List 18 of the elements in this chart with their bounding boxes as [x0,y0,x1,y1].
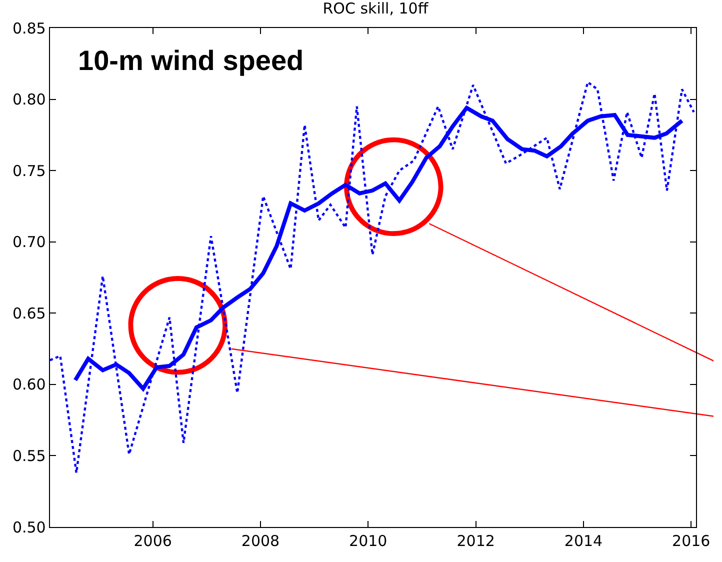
chart-title: ROC skill, 10ff [322,0,429,18]
line-series [73,106,684,391]
x-tick-label: 2016 [672,532,710,550]
x-tick-label: 2012 [456,532,495,550]
x-tick-label: 2008 [241,532,280,550]
y-tick-label: 0.75 [12,162,46,180]
y-tick-label: 0.60 [12,376,46,394]
y-tick-label: 0.85 [12,19,46,38]
y-tick-label: 0.70 [12,233,46,252]
y-tick-label: 0.55 [12,446,46,465]
x-tick-label: 2014 [564,532,603,550]
x-tick-label: 2010 [349,532,388,550]
y-tick-label: 0.50 [12,518,46,536]
y-tick-label: 0.65 [12,304,46,322]
line-series [50,81,695,474]
annotation: 10-m wind speed [78,45,304,76]
y-tick-label: 0.80 [12,90,46,109]
x-tick-label: 2006 [134,532,172,550]
